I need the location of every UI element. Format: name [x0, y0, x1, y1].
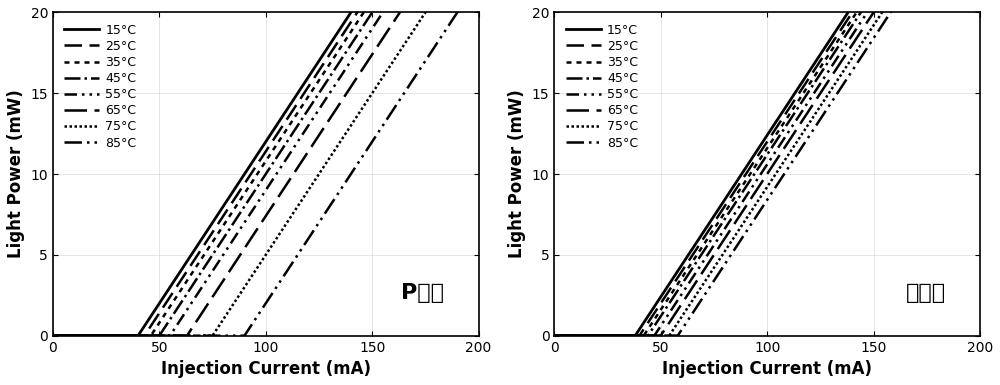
Line: 75°C: 75°C — [53, 0, 479, 336]
Line: 45°C: 45°C — [53, 0, 479, 336]
85°C — [460, 0, 472, 2]
45°C — [69, 333, 81, 338]
55°C — [755, 171, 767, 176]
85°C — [548, 333, 560, 338]
15°C — [744, 159, 756, 164]
55°C — [254, 197, 266, 201]
15°C — [47, 333, 59, 338]
55°C — [548, 333, 560, 338]
85°C — [460, 0, 472, 1]
Text: P掺杂: P掺杂 — [401, 283, 444, 303]
Line: 25°C: 25°C — [554, 0, 980, 336]
65°C — [755, 181, 767, 185]
75°C — [570, 333, 582, 338]
55°C — [570, 333, 582, 338]
Line: 35°C: 35°C — [554, 0, 980, 336]
Line: 85°C: 85°C — [53, 0, 479, 336]
85°C — [744, 224, 756, 228]
Legend: 15°C, 25°C, 35°C, 45°C, 55°C, 65°C, 75°C, 85°C: 15°C, 25°C, 35°C, 45°C, 55°C, 65°C, 75°C… — [59, 19, 142, 154]
55°C — [47, 333, 59, 338]
25°C — [69, 333, 81, 338]
65°C — [47, 333, 59, 338]
Legend: 15°C, 25°C, 35°C, 45°C, 55°C, 65°C, 75°C, 85°C: 15°C, 25°C, 35°C, 45°C, 55°C, 65°C, 75°C… — [561, 19, 643, 154]
55°C — [69, 333, 81, 338]
85°C — [883, 12, 895, 17]
75°C — [254, 261, 266, 266]
Line: 45°C: 45°C — [554, 0, 980, 336]
65°C — [570, 333, 582, 338]
25°C — [243, 175, 255, 180]
45°C — [254, 181, 266, 185]
35°C — [548, 333, 560, 338]
Line: 75°C: 75°C — [554, 0, 980, 336]
15°C — [243, 166, 255, 170]
75°C — [69, 333, 81, 338]
75°C — [382, 67, 394, 71]
75°C — [883, 0, 895, 3]
25°C — [744, 166, 756, 170]
75°C — [744, 211, 756, 215]
15°C — [254, 148, 266, 153]
Line: 15°C: 15°C — [53, 0, 479, 336]
65°C — [548, 333, 560, 338]
65°C — [744, 198, 756, 203]
85°C — [755, 206, 767, 211]
45°C — [47, 333, 59, 338]
85°C — [47, 333, 59, 338]
Line: 35°C: 35°C — [53, 0, 479, 336]
25°C — [548, 333, 560, 338]
75°C — [243, 279, 255, 283]
45°C — [243, 198, 255, 203]
75°C — [548, 333, 560, 338]
35°C — [755, 155, 767, 159]
15°C — [755, 142, 767, 146]
Text: 双掺杂: 双掺杂 — [906, 283, 946, 303]
Line: 55°C: 55°C — [53, 0, 479, 336]
85°C — [69, 333, 81, 338]
25°C — [755, 148, 767, 153]
75°C — [755, 194, 767, 198]
35°C — [243, 185, 255, 189]
35°C — [570, 333, 582, 338]
35°C — [69, 333, 81, 338]
65°C — [69, 333, 81, 338]
85°C — [382, 115, 394, 120]
45°C — [570, 333, 582, 338]
35°C — [744, 172, 756, 177]
Line: 85°C: 85°C — [554, 0, 980, 336]
55°C — [243, 214, 255, 219]
45°C — [755, 161, 767, 166]
65°C — [254, 223, 266, 227]
45°C — [548, 333, 560, 338]
25°C — [47, 333, 59, 338]
85°C — [570, 333, 582, 338]
Line: 25°C: 25°C — [53, 0, 479, 336]
X-axis label: Injection Current (mA): Injection Current (mA) — [662, 360, 872, 378]
75°C — [47, 333, 59, 338]
65°C — [382, 28, 394, 33]
X-axis label: Injection Current (mA): Injection Current (mA) — [161, 360, 371, 378]
25°C — [254, 158, 266, 162]
15°C — [69, 333, 81, 338]
15°C — [570, 333, 582, 338]
55°C — [382, 2, 394, 7]
25°C — [570, 333, 582, 338]
Line: 65°C: 65°C — [554, 0, 980, 336]
85°C — [243, 327, 255, 331]
65°C — [243, 240, 255, 244]
35°C — [254, 168, 266, 172]
55°C — [744, 188, 756, 192]
Line: 15°C: 15°C — [554, 0, 980, 336]
Line: 65°C: 65°C — [53, 0, 479, 336]
85°C — [254, 310, 266, 315]
15°C — [548, 333, 560, 338]
Y-axis label: Light Power (mW): Light Power (mW) — [7, 90, 25, 258]
Y-axis label: Light Power (mW): Light Power (mW) — [508, 90, 526, 258]
35°C — [47, 333, 59, 338]
Line: 55°C: 55°C — [554, 0, 980, 336]
45°C — [744, 178, 756, 183]
